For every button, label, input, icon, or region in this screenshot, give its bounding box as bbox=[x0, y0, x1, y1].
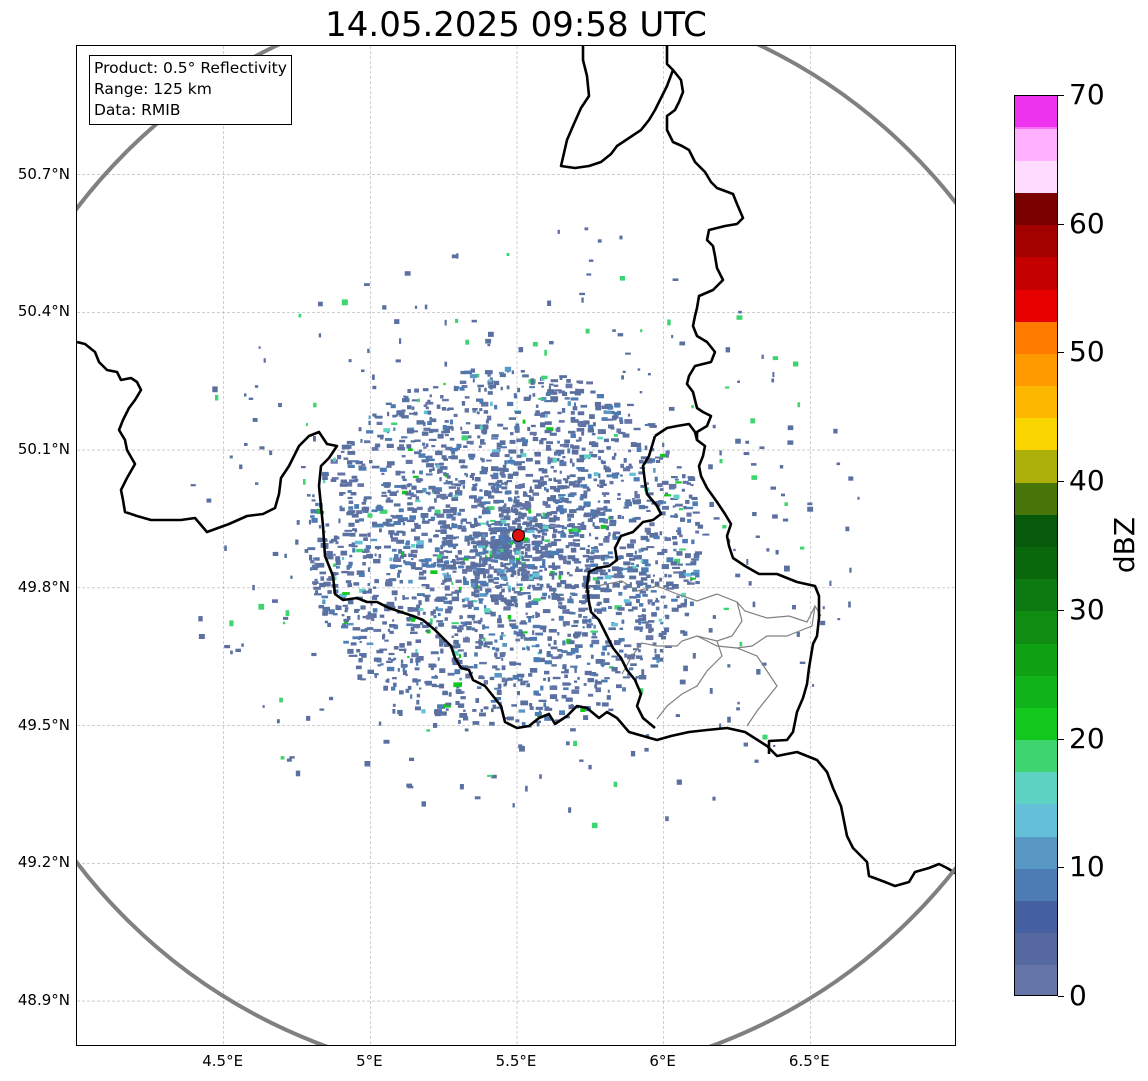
colorbar-segment bbox=[1015, 417, 1057, 451]
lon-tick-label: 4.5°E bbox=[202, 1052, 244, 1070]
border-belgium-luxembourg-france bbox=[77, 340, 955, 888]
reflectivity-echoes bbox=[190, 227, 860, 829]
colorbar-tick bbox=[1058, 738, 1064, 740]
lat-tick-label: 49.8°N bbox=[17, 577, 70, 596]
colorbar-segment bbox=[1015, 803, 1057, 837]
colorbar-segment bbox=[1015, 256, 1057, 290]
lat-tick-label: 49.2°N bbox=[17, 853, 70, 872]
colorbar-segment bbox=[1015, 128, 1057, 161]
overlays bbox=[77, 46, 955, 1045]
map-title: 14.05.2025 09:58 UTC bbox=[325, 5, 707, 45]
colorbar-segment bbox=[1015, 610, 1057, 644]
colorbar-segment bbox=[1015, 578, 1057, 612]
border-lux-be-segment bbox=[585, 435, 663, 729]
lat-tick-label: 49.5°N bbox=[17, 715, 70, 734]
colorbar-segment bbox=[1015, 739, 1057, 773]
radar-map-canvas bbox=[77, 46, 955, 1045]
colorbar-tick-label: 20 bbox=[1069, 721, 1105, 755]
colorbar-segment bbox=[1015, 675, 1057, 708]
colorbar-segment bbox=[1015, 514, 1057, 547]
country-borders bbox=[77, 46, 955, 888]
colorbar-tick-label: 0 bbox=[1069, 979, 1087, 1012]
colorbar-tick bbox=[1058, 609, 1064, 611]
colorbar-segment bbox=[1015, 224, 1057, 258]
product-info-box: Product: 0.5° Reflectivity Range: 125 km… bbox=[89, 55, 292, 125]
lon-tick-label: 5.5°E bbox=[495, 1052, 537, 1070]
colorbar-segment bbox=[1015, 160, 1057, 194]
data-source-text: Data: RMIB bbox=[94, 101, 181, 119]
border-luxembourg-germany bbox=[665, 46, 821, 754]
lon-tick-label: 6.5°E bbox=[788, 1052, 830, 1070]
lat-tick-label: 48.9°N bbox=[17, 991, 70, 1010]
colorbar-tick bbox=[1058, 95, 1064, 96]
radar-map[interactable]: Product: 0.5° Reflectivity Range: 125 km… bbox=[76, 45, 956, 1046]
colorbar-segment bbox=[1015, 385, 1057, 419]
admin-border-line bbox=[696, 635, 778, 727]
admin-borders bbox=[596, 580, 822, 727]
lat-tick-label: 50.4°N bbox=[17, 302, 70, 321]
range-text: Range: 125 km bbox=[94, 80, 212, 98]
colorbar-segment bbox=[1015, 964, 1057, 995]
colorbar-segment bbox=[1015, 932, 1057, 966]
admin-border-line bbox=[596, 580, 822, 623]
colorbar-tick-label: 50 bbox=[1069, 335, 1105, 369]
colorbar-segment bbox=[1015, 771, 1057, 805]
lon-tick-label: 5°E bbox=[356, 1052, 383, 1070]
colorbar-tick-label: 40 bbox=[1069, 464, 1105, 498]
colorbar-segment bbox=[1015, 289, 1057, 322]
colorbar-tick-label: 30 bbox=[1069, 592, 1105, 626]
colorbar-tick bbox=[1058, 352, 1064, 354]
border-belgium-germany bbox=[559, 46, 675, 170]
colorbar-segment bbox=[1015, 482, 1057, 515]
dbz-colorbar bbox=[1014, 95, 1058, 996]
radar-site-marker[interactable] bbox=[511, 528, 525, 542]
border-lux-north bbox=[654, 422, 699, 441]
lat-tick-label: 50.1°N bbox=[17, 440, 70, 459]
colorbar-segment bbox=[1015, 836, 1057, 869]
colorbar-segment bbox=[1015, 868, 1057, 901]
colorbar-segment bbox=[1015, 707, 1057, 741]
colorbar-tick bbox=[1058, 996, 1064, 997]
colorbar-segment bbox=[1015, 900, 1057, 934]
colorbar-segment bbox=[1015, 192, 1057, 226]
colorbar-segment bbox=[1015, 353, 1057, 387]
colorbar-segment bbox=[1015, 96, 1057, 127]
colorbar-tick-label: 60 bbox=[1069, 206, 1105, 240]
product-text: Product: 0.5° Reflectivity bbox=[94, 59, 287, 77]
colorbar-segment bbox=[1015, 643, 1057, 676]
admin-border-line bbox=[656, 640, 723, 720]
admin-border-line bbox=[621, 601, 743, 675]
colorbar-tick bbox=[1058, 867, 1064, 869]
colorbar-title: dBZ bbox=[1108, 516, 1141, 574]
colorbar-segment bbox=[1015, 449, 1057, 483]
colorbar-tick-label: 10 bbox=[1069, 850, 1105, 884]
colorbar-segment bbox=[1015, 546, 1057, 580]
colorbar-tick-label: 70 bbox=[1069, 78, 1105, 111]
admin-border-line bbox=[736, 605, 816, 649]
colorbar-tick bbox=[1058, 481, 1064, 483]
colorbar-tick bbox=[1058, 223, 1064, 225]
lat-tick-label: 50.7°N bbox=[17, 164, 70, 183]
lon-tick-label: 6°E bbox=[649, 1052, 676, 1070]
colorbar-segment bbox=[1015, 321, 1057, 354]
